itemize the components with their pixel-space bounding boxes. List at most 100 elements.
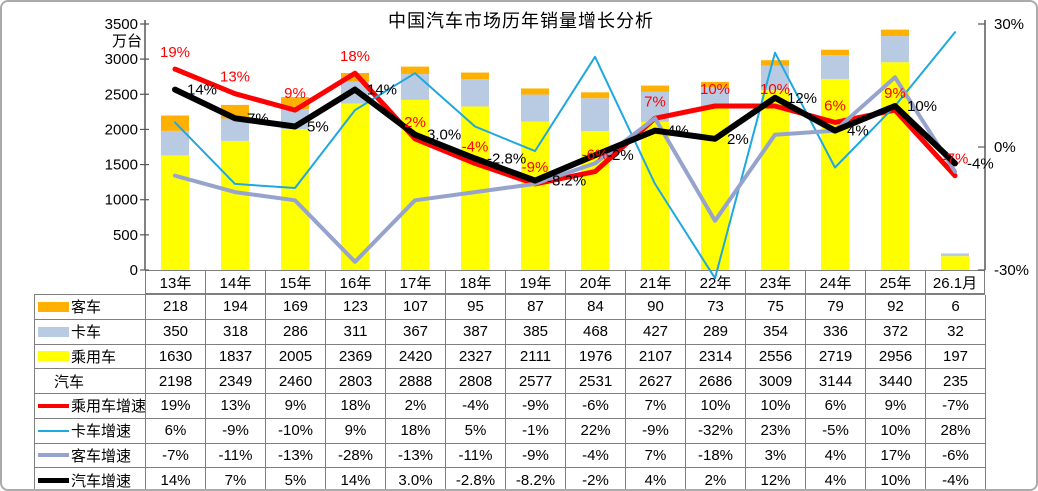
legend-label: 卡车增速 <box>71 423 132 441</box>
left-axis-tick-label: 0 <box>130 262 138 279</box>
table-cell: 9% <box>326 418 386 444</box>
table-cell: -5% <box>806 418 866 444</box>
table-cell: 286 <box>266 319 326 345</box>
bar-segment-乘用车 <box>881 62 909 270</box>
data-label-乘用车增速: 7% <box>644 93 666 110</box>
legend-label: 卡车 <box>71 324 102 342</box>
year-cell: 16年 <box>325 271 385 293</box>
legend-cell: 客车 <box>35 295 146 320</box>
table-cell: 235 <box>926 369 986 394</box>
table-cell: 6% <box>146 418 206 444</box>
table-cell: 367 <box>386 319 446 345</box>
year-cell: 23年 <box>745 271 805 293</box>
legend-line-swatch <box>38 403 69 408</box>
table-cell: 2314 <box>686 344 746 370</box>
data-label-乘用车增速: 2% <box>404 114 426 131</box>
table-cell: 350 <box>146 319 206 345</box>
bar-segment-乘用车 <box>161 155 189 270</box>
table-cell: 2460 <box>266 369 326 394</box>
table-cell: 123 <box>326 295 386 320</box>
year-cell: 17年 <box>385 271 445 293</box>
table-cell: 107 <box>386 295 446 320</box>
bar-segment-卡车 <box>341 81 369 104</box>
table-cell: 427 <box>626 319 686 345</box>
data-label-汽车增速: 14% <box>367 82 397 99</box>
data-label-汽车增速: 3.0% <box>427 127 461 144</box>
table-cell: 75 <box>746 295 806 320</box>
data-label-汽车增速: 14% <box>187 82 217 99</box>
table-cell: 2107 <box>626 344 686 370</box>
table-cell: -8.2% <box>506 468 566 489</box>
data-label-汽车增速: -2.8% <box>487 150 526 167</box>
year-cell: 26.1月 <box>925 271 985 293</box>
table-cell: 387 <box>446 319 506 345</box>
table-cell: -4% <box>446 394 506 419</box>
table-cell: 87 <box>506 295 566 320</box>
table-cell: 385 <box>506 319 566 345</box>
left-axis-tick-label: 500 <box>113 227 138 244</box>
table-cell: -13% <box>386 443 446 469</box>
data-label-乘用车增速: -9% <box>522 159 549 176</box>
data-label-乘用车增速: -4% <box>462 138 489 155</box>
table-cell: 2577 <box>506 369 566 394</box>
data-label-汽车增速: -2% <box>607 147 634 164</box>
table-cell: -2.8% <box>446 468 506 489</box>
table-cell: 169 <box>266 295 326 320</box>
table-cell: -9% <box>206 418 266 444</box>
bar-segment-客车 <box>401 66 429 75</box>
right-axis-tick-label: -30% <box>994 262 1029 279</box>
table-cell: -9% <box>506 443 566 469</box>
data-label-汽车增速: 5% <box>307 119 329 136</box>
table-cell: 10% <box>746 394 806 419</box>
chart-title: 中国汽车市场历年销量增长分析 <box>388 11 654 31</box>
table-cell: -11% <box>206 443 266 469</box>
table-cell: 3% <box>746 443 806 469</box>
legend-cell: 客车增速 <box>35 443 146 469</box>
legend-cell: 乘用车增速 <box>35 394 146 419</box>
table-cell: 2% <box>386 394 446 419</box>
bar-segment-卡车 <box>521 94 549 122</box>
bar-segment-乘用车 <box>641 121 669 271</box>
bar-segment-卡车 <box>941 253 969 257</box>
table-cell: 3009 <box>746 369 806 394</box>
bar-segment-乘用车 <box>461 106 489 270</box>
table-cell: 1630 <box>146 344 206 370</box>
bar-segment-乘用车 <box>341 103 369 271</box>
growth-line-乘用车增速 <box>172 66 958 187</box>
table-cell: 2% <box>686 468 746 489</box>
data-label-乘用车增速: 13% <box>220 69 250 86</box>
bar-segment-乘用车 <box>221 140 249 270</box>
year-cell: 13年 <box>145 271 205 293</box>
year-cell: 14年 <box>205 271 265 293</box>
table-cell: 10% <box>866 418 926 444</box>
table-cell: 194 <box>206 295 266 320</box>
data-label-乘用车增速: -7% <box>942 151 969 168</box>
table-cell: 10% <box>866 468 926 489</box>
table-cell: -4% <box>566 443 626 469</box>
bar-segment-客车 <box>641 85 669 92</box>
table-cell: 2686 <box>686 369 746 394</box>
table-cell: -7% <box>146 443 206 469</box>
table-cell: 92 <box>866 295 926 320</box>
growth-line-卡车增速 <box>174 31 956 280</box>
data-label-乘用车增速: 10% <box>700 81 730 98</box>
table-cell: 9% <box>266 394 326 419</box>
year-cell: 24年 <box>805 271 865 293</box>
table-cell: 10% <box>686 394 746 419</box>
left-axis-tick-label: 1500 <box>105 157 138 174</box>
table-cell: 5% <box>446 418 506 444</box>
table-cell: 2349 <box>206 369 266 394</box>
table-cell: 2198 <box>146 369 206 394</box>
table-cell: 4% <box>806 468 866 489</box>
legend-bar-swatch <box>38 301 69 312</box>
table-cell: -11% <box>446 443 506 469</box>
legend-cell: 乘用车 <box>35 344 146 370</box>
table-cell: 23% <box>746 418 806 444</box>
table-cell: 6 <box>926 295 986 320</box>
data-label-汽车增速: -8.2% <box>547 173 586 190</box>
table-cell: 218 <box>146 295 206 320</box>
table-cell: -6% <box>566 394 626 419</box>
table-cell: 336 <box>806 319 866 345</box>
legend-bar-swatch <box>38 351 69 362</box>
table-cell: 17% <box>866 443 926 469</box>
